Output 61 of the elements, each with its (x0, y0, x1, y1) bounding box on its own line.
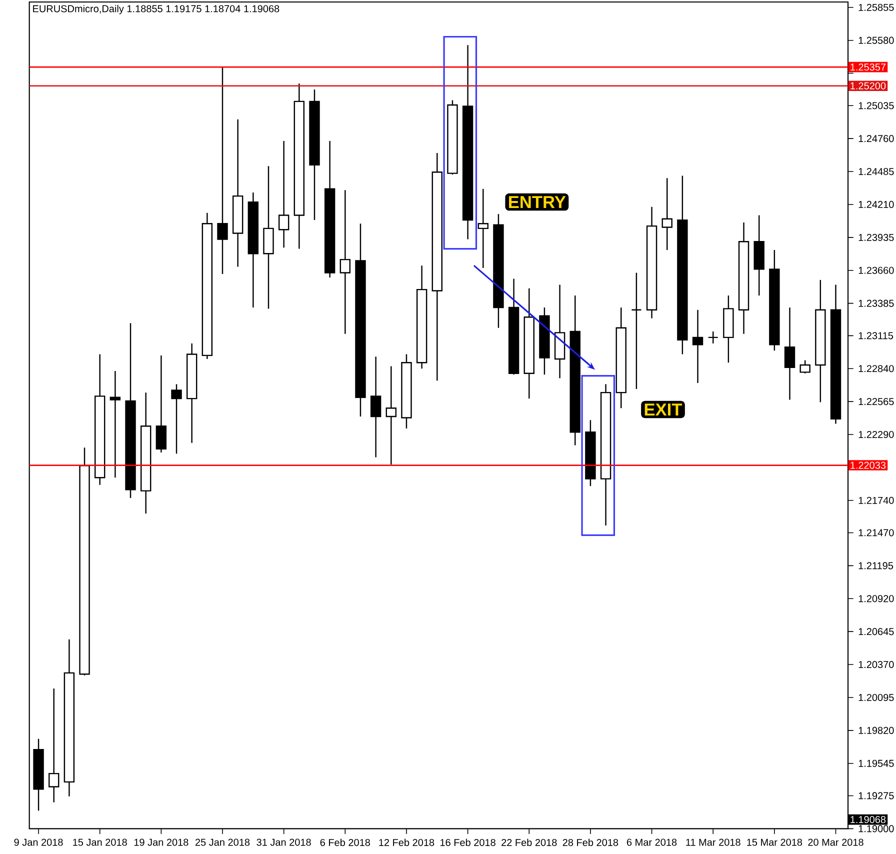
y-tick-label: 1.19820 (858, 726, 894, 734)
x-tick-label: 31 Jan 2018 (256, 838, 311, 846)
x-tick-label: 28 Feb 2018 (562, 838, 618, 846)
candlestick (386, 366, 396, 466)
y-tick-label: 1.21740 (858, 496, 894, 504)
y-tick-label: 1.20370 (858, 660, 894, 668)
x-tick-label: 16 Feb 2018 (440, 838, 496, 846)
y-tick-label: 1.25035 (858, 102, 894, 110)
y-tick-label: 1.25855 (858, 4, 894, 11)
ref-line-label: 1.25200 (850, 82, 886, 90)
x-tick-label: 6 Mar 2018 (626, 838, 677, 846)
x-tick-label: 15 Jan 2018 (73, 838, 127, 846)
candlestick (340, 189, 351, 334)
y-tick-label: 1.20920 (858, 595, 894, 602)
x-tick-label: 22 Feb 2018 (502, 838, 557, 846)
y-tick-label: 1.19000 (858, 825, 894, 832)
y-tick-label: 1.24485 (858, 168, 894, 176)
y-tick-label: 1.19545 (858, 760, 894, 767)
candlestick (784, 306, 796, 400)
candlestick (156, 354, 167, 454)
y-tick-label: 1.20645 (858, 628, 894, 636)
y-tick-label: 1.23935 (858, 234, 894, 241)
candlestick (800, 360, 810, 374)
ref-line-label: 1.22033 (850, 462, 886, 469)
y-tick-label: 1.21195 (858, 562, 894, 570)
candlestick (217, 66, 228, 275)
y-tick-label: 1.22290 (858, 430, 894, 438)
y-tick-label: 1.23385 (858, 300, 894, 307)
y-tick-label: 1.22840 (858, 365, 894, 372)
y-tick-label: 1.23115 (858, 332, 894, 340)
candlestick (478, 188, 488, 269)
chart-title: EURUSDmicro,Daily 1.18855 1.19175 1.18704 1.19068 (33, 4, 280, 14)
candlestick (708, 330, 718, 344)
x-tick-label: 12 Feb 2018 (379, 838, 434, 846)
y-tick-label: 1.24760 (858, 135, 894, 142)
candlestick (110, 370, 121, 478)
x-tick-label: 20 Mar 2018 (808, 838, 864, 846)
text: 1.19068 (850, 816, 886, 824)
y-tick-label: 1.23660 (858, 266, 894, 274)
y-tick-label: 1.19275 (858, 792, 894, 800)
annotation: ENTRY (509, 196, 566, 208)
ref-line-label: 1.25357 (850, 64, 886, 71)
y-tick-label: 1.24210 (858, 200, 894, 208)
y-tick-label: 1.20095 (858, 694, 894, 702)
y-tick-label: 1.25580 (858, 36, 894, 44)
x-tick-label: 11 Mar 2018 (686, 838, 740, 846)
x-tick-label: 6 Feb 2018 (320, 838, 370, 846)
x-tick-label: 25 Jan 2018 (195, 838, 250, 846)
y-tick-label: 1.21470 (858, 529, 894, 536)
candlestick (171, 384, 182, 454)
candlestick (631, 272, 642, 390)
annotation: EXIT (644, 404, 682, 416)
candlestick (692, 309, 704, 384)
x-tick-label: 15 Mar 2018 (747, 838, 802, 846)
candlestick (278, 140, 290, 248)
candlestick (48, 688, 60, 803)
x-tick-label: 9 Jan 2018 (14, 838, 63, 846)
candlestick (662, 178, 672, 251)
y-tick-label: 1.22565 (858, 398, 894, 406)
x-tick-label: 19 Jan 2018 (134, 838, 188, 846)
candlestick (370, 356, 382, 458)
